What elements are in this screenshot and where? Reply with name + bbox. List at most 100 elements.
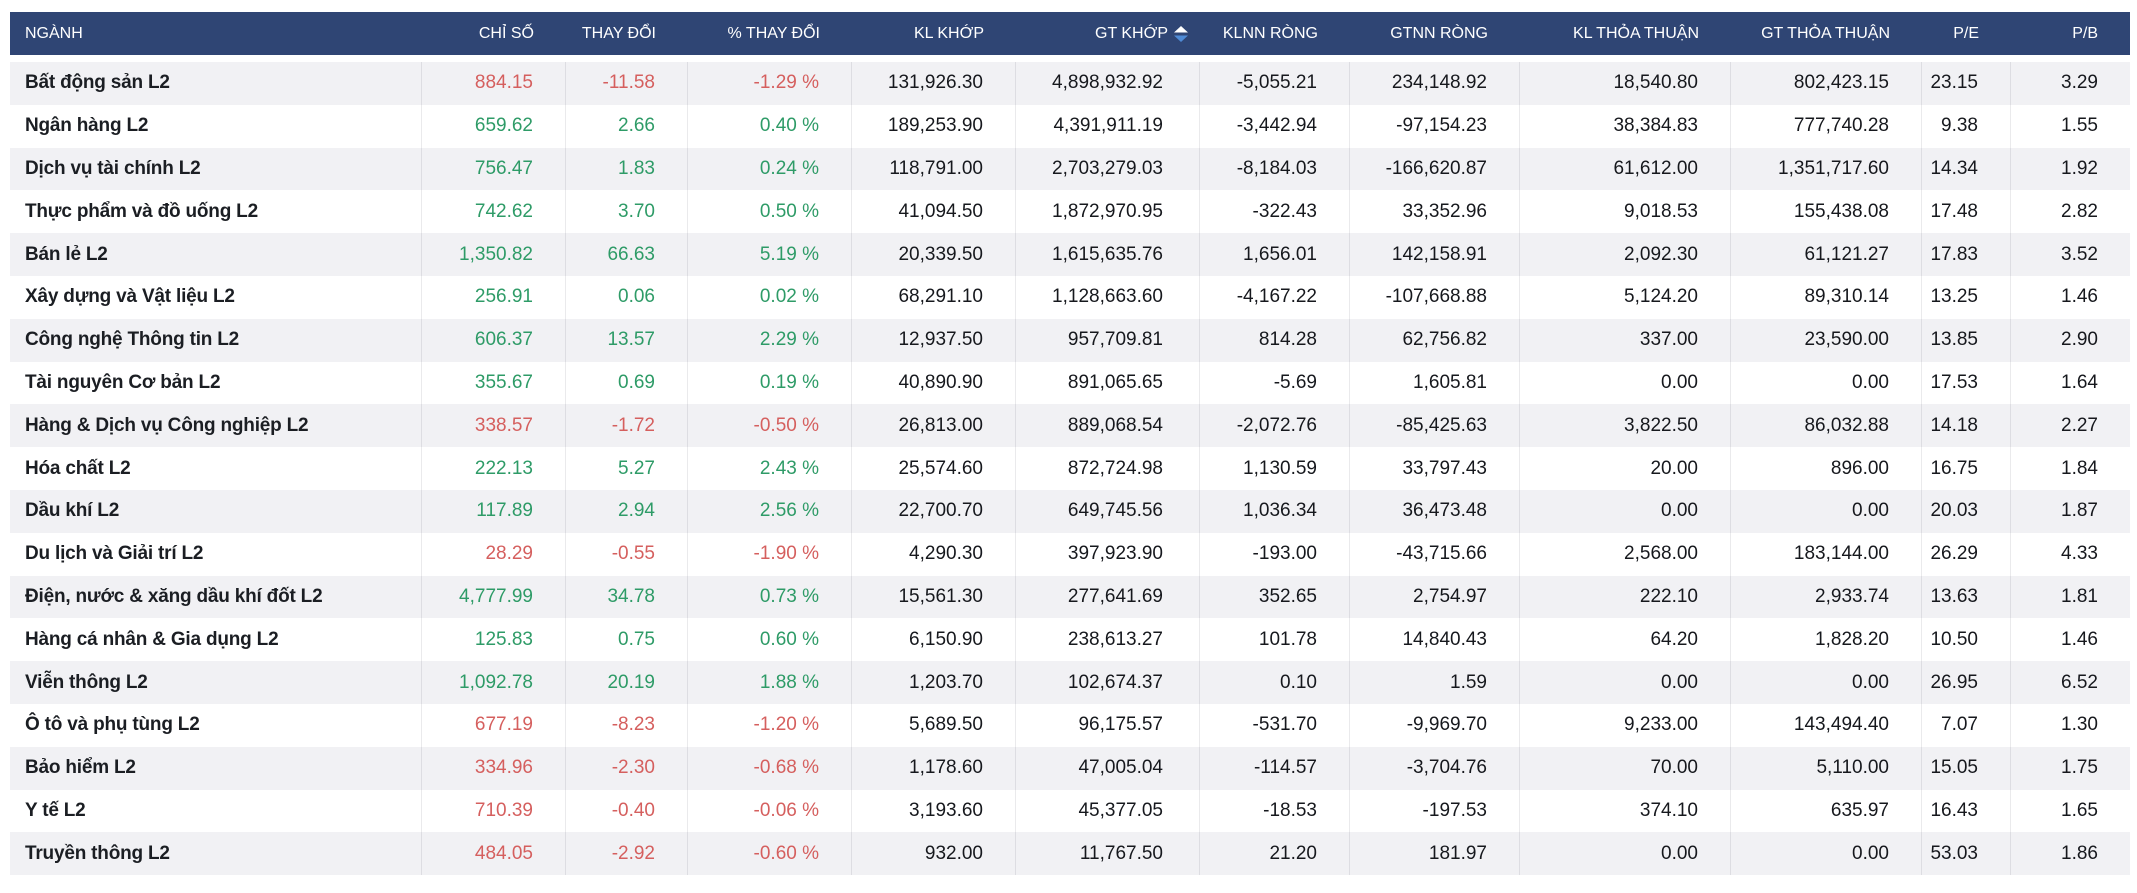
cell-klnn_rong: -4,167.22 <box>1200 275 1350 319</box>
cell-klnn_rong: -18.53 <box>1200 789 1350 833</box>
cell-change: 0.06 <box>566 275 688 319</box>
cell-change: 0.75 <box>566 618 688 662</box>
header-cell-change_pct[interactable]: % THAY ĐỔI <box>688 12 852 55</box>
header-label: P/E <box>1953 24 1979 42</box>
cell-gtnn_rong: 14,840.43 <box>1350 618 1520 662</box>
cell-index: 756.47 <box>422 147 566 191</box>
cell-pe: 14.34 <box>1922 147 2011 191</box>
cell-kl_khop: 1,178.60 <box>852 746 1016 790</box>
cell-change_pct: 2.56 % <box>688 489 852 533</box>
header-cell-klnn_rong[interactable]: KLNN RÒNG <box>1200 12 1350 55</box>
cell-change: 2.94 <box>566 489 688 533</box>
table-row[interactable]: Bảo hiểm L2 334.96 -2.30 -0.68 % 1,178.60 47,… <box>10 746 2130 790</box>
cell-klnn_rong: -2,072.76 <box>1200 404 1350 448</box>
cell-pb: 1.55 <box>2061 115 2098 137</box>
cell-gt_khop: 2,703,279.03 <box>1016 147 1200 191</box>
table-row[interactable]: Hàng & Dịch vụ Công nghiệp L2 338.57 -1.72… <box>10 404 2130 448</box>
cell-change_pct: -0.68 % <box>688 746 852 790</box>
header-cell-gtnn_rong[interactable]: GTNN RÒNG <box>1350 12 1520 55</box>
cell-change: 3.70 <box>566 190 688 234</box>
cell-pb: 1.65 <box>2061 799 2098 821</box>
header-cell-pb[interactable]: P/B <box>2011 12 2130 55</box>
cell-gtnn_rong: -107,668.88 <box>1350 275 1520 319</box>
table-row[interactable]: Dầu khí L2 117.89 2.94 2.56 % 22,700.70 649,7… <box>10 489 2130 533</box>
cell-change_pct: 2.29 % <box>688 318 852 362</box>
cell-klnn_rong: 1,036.34 <box>1200 489 1350 533</box>
cell-index: 742.62 <box>422 190 566 234</box>
cell-index: 1,350.82 <box>422 233 566 276</box>
cell-change_pct: 5.19 % <box>688 233 852 276</box>
header-cell-change[interactable]: THAY ĐỔI <box>566 12 688 55</box>
cell-index: 1,092.78 <box>422 661 566 704</box>
header-cell-kl_khop[interactable]: KL KHỚP <box>852 12 1016 55</box>
cell-pe: 20.03 <box>1922 489 2011 533</box>
sort-arrows-icon[interactable] <box>1174 25 1188 42</box>
header-cell-kl_thoa_thuan[interactable]: KL THỎA THUẬN <box>1520 12 1731 55</box>
table-row[interactable]: Viễn thông L2 1,092.78 20.19 1.88 % 1,203.70… <box>10 661 2130 704</box>
header-cell-gt_khop[interactable]: GT KHỚP <box>1016 12 1200 55</box>
cell-klnn_rong: -5.69 <box>1200 361 1350 405</box>
table-row[interactable]: Công nghệ Thông tin L2 606.37 13.57 2.29 % 1… <box>10 318 2130 362</box>
cell-kl_thoa_thuan: 5,124.20 <box>1520 275 1731 319</box>
table-row[interactable]: Bán lẻ L2 1,350.82 66.63 5.19 % 20,339.50 1,6… <box>10 233 2130 276</box>
cell-index: 334.96 <box>422 746 566 790</box>
table-row[interactable]: Hàng cá nhân & Gia dụng L2 125.83 0.75 0.60… <box>10 618 2130 662</box>
header-cell-gt_thoa_thuan[interactable]: GT THỎA THUẬN <box>1731 12 1922 55</box>
cell-klnn_rong: -8,184.03 <box>1200 147 1350 191</box>
table-row[interactable]: Ô tô và phụ tùng L2 677.19 -8.23 -1.20 % 5,6… <box>10 703 2130 747</box>
cell-change: -0.40 <box>566 789 688 833</box>
table-row[interactable]: Thực phẩm và đồ uống L2 742.62 3.70 0.50 % 4… <box>10 190 2130 234</box>
header-label: NGÀNH <box>25 24 83 42</box>
cell-kl_thoa_thuan: 38,384.83 <box>1520 104 1731 148</box>
table-row[interactable]: Ngân hàng L2 659.62 2.66 0.40 % 189,253.90 4,… <box>10 104 2130 148</box>
cell-gt_thoa_thuan: 61,121.27 <box>1731 233 1922 276</box>
cell-change: 2.66 <box>566 104 688 148</box>
cell-kl_thoa_thuan: 20.00 <box>1520 447 1731 490</box>
cell-pb: 3.29 <box>2061 72 2098 94</box>
cell-change_pct: 0.02 % <box>688 275 852 319</box>
cell-pe: 17.48 <box>1922 190 2011 234</box>
cell-pe: 9.38 <box>1922 104 2011 148</box>
cell-index: 355.67 <box>422 361 566 405</box>
cell-pb: 1.87 <box>2061 500 2098 522</box>
cell-gtnn_rong: -197.53 <box>1350 789 1520 833</box>
table-row[interactable]: Truyền thông L2 484.05 -2.92 -0.60 % 932.00 1… <box>10 832 2130 876</box>
cell-kl_khop: 189,253.90 <box>852 104 1016 148</box>
cell-gt_thoa_thuan: 777,740.28 <box>1731 104 1922 148</box>
cell-klnn_rong: 352.65 <box>1200 575 1350 619</box>
header-cell-name[interactable]: NGÀNH <box>10 12 422 55</box>
cell-pe: 26.95 <box>1922 661 2011 704</box>
header-cell-index[interactable]: CHỈ SỐ <box>422 12 566 55</box>
table-row[interactable]: Tài nguyên Cơ bản L2 355.67 0.69 0.19 % 40,8… <box>10 361 2130 405</box>
header-label: GT THỎA THUẬN <box>1761 24 1890 42</box>
header-cell-pe[interactable]: P/E <box>1922 12 2011 55</box>
cell-change_pct: -0.50 % <box>688 404 852 448</box>
cell-gt_khop: 47,005.04 <box>1016 746 1200 790</box>
header-label: GT KHỚP <box>1095 24 1168 42</box>
cell-gtnn_rong: -3,704.76 <box>1350 746 1520 790</box>
table-row[interactable]: Hóa chất L2 222.13 5.27 2.43 % 25,574.60 872,… <box>10 447 2130 490</box>
cell-name: Công nghệ Thông tin L2 <box>10 318 422 362</box>
cell-kl_thoa_thuan: 0.00 <box>1520 661 1731 704</box>
table-row[interactable]: Điện, nước & xăng dầu khí đốt L2 4,777.99… <box>10 575 2130 619</box>
table-row[interactable]: Y tế L2 710.39 -0.40 -0.06 % 3,193.60 45,377.… <box>10 789 2130 833</box>
cell-pe: 16.43 <box>1922 789 2011 833</box>
cell-gt_thoa_thuan: 896.00 <box>1731 447 1922 490</box>
cell-gt_thoa_thuan: 0.00 <box>1731 661 1922 704</box>
cell-index: 484.05 <box>422 832 566 876</box>
cell-gt_khop: 238,613.27 <box>1016 618 1200 662</box>
table-row[interactable]: Xây dựng và Vật liệu L2 256.91 0.06 0.02 % 6… <box>10 275 2130 319</box>
cell-kl_thoa_thuan: 18,540.80 <box>1520 62 1731 105</box>
cell-index: 606.37 <box>422 318 566 362</box>
cell-gtnn_rong: 1.59 <box>1350 661 1520 704</box>
table-row[interactable]: Du lịch và Giải trí L2 28.29 -0.55 -1.90 % 4… <box>10 532 2130 576</box>
cell-gtnn_rong: -43,715.66 <box>1350 532 1520 576</box>
table-row[interactable]: Dịch vụ tài chính L2 756.47 1.83 0.24 % 118,… <box>10 147 2130 191</box>
cell-change: 34.78 <box>566 575 688 619</box>
header-label: KL KHỚP <box>913 24 984 42</box>
cell-pb: 1.75 <box>2061 757 2098 779</box>
cell-klnn_rong: 814.28 <box>1200 318 1350 362</box>
table-row[interactable]: Bất động sản L2 884.15 -11.58 -1.29 % 131,92… <box>10 62 2130 105</box>
cell-kl_thoa_thuan: 61,612.00 <box>1520 147 1731 191</box>
cell-kl_thoa_thuan: 0.00 <box>1520 832 1731 876</box>
